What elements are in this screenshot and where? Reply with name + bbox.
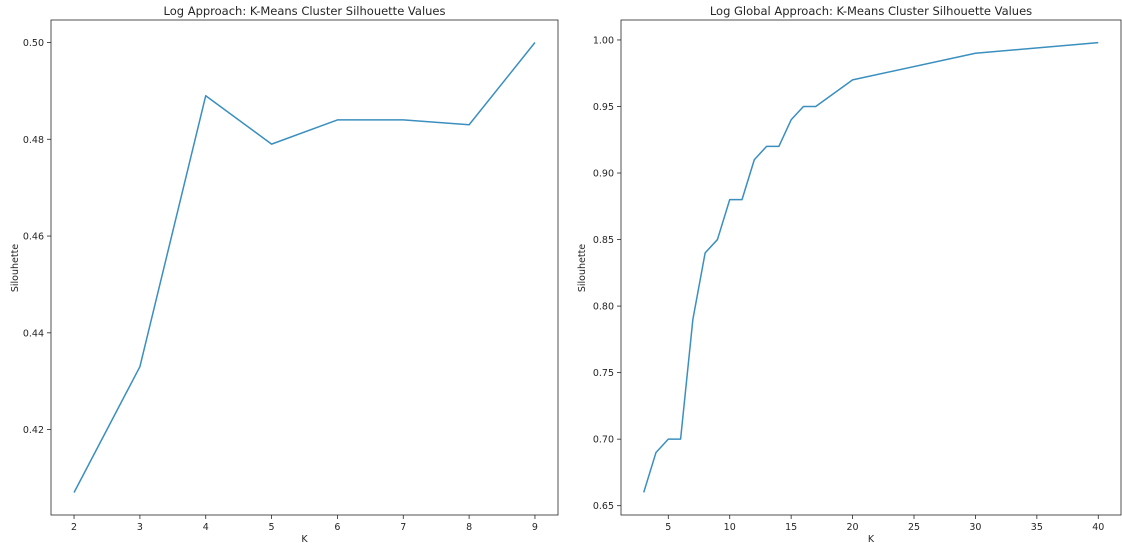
data-point	[778, 146, 780, 148]
y-tick-label: 0.44	[23, 328, 44, 339]
data-point	[468, 124, 470, 126]
y-tick-label: 0.95	[593, 102, 614, 113]
x-tick-label: 4	[203, 522, 209, 533]
data-point	[643, 491, 645, 493]
y-tick-label: 0.48	[23, 135, 44, 146]
data-point	[729, 199, 731, 201]
chart-title: Log Approach: K-Means Cluster Silhouette…	[164, 4, 446, 18]
x-tick-label: 35	[1031, 522, 1043, 533]
plot-frame	[50, 19, 559, 516]
y-axis-label: Silouhette	[10, 244, 21, 292]
x-tick-label: 40	[1092, 522, 1104, 533]
plot-frame	[620, 19, 1122, 516]
data-point	[337, 119, 339, 121]
data-point	[692, 319, 694, 321]
data-point	[766, 146, 768, 148]
y-tick-label: 0.80	[593, 302, 614, 313]
chart-log-approach: Log Approach: K-Means Cluster Silhouette…	[10, 4, 559, 543]
data-point	[139, 366, 141, 368]
y-tick-label: 0.46	[23, 232, 44, 243]
y-tick-label: 0.90	[593, 169, 614, 180]
series-line	[73, 42, 536, 493]
data-point	[73, 492, 75, 494]
x-tick-label: 5	[269, 522, 275, 533]
data-point	[790, 119, 792, 121]
data-point	[667, 438, 669, 440]
data-point	[655, 452, 657, 454]
data-point	[680, 438, 682, 440]
series-line	[643, 41, 1099, 493]
x-tick-label: 15	[785, 522, 797, 533]
x-tick-label: 9	[532, 522, 538, 533]
x-tick-label: 7	[400, 522, 406, 533]
y-tick-label: 1.00	[593, 35, 614, 46]
x-tick-label: 25	[908, 522, 920, 533]
data-point	[402, 119, 404, 121]
y-axis-label: Silouhette	[577, 244, 588, 292]
data-point	[803, 106, 805, 108]
x-tick-label: 30	[969, 522, 981, 533]
y-tick-label: 0.70	[593, 435, 614, 446]
x-tick-label: 3	[137, 522, 143, 533]
x-tick-label: 20	[847, 522, 859, 533]
x-tick-label: 8	[466, 522, 472, 533]
data-point	[815, 106, 817, 108]
data-point	[741, 199, 743, 201]
chart-title: Log Global Approach: K-Means Cluster Sil…	[710, 4, 1032, 18]
y-tick-label: 0.65	[593, 501, 614, 512]
x-tick-label: 10	[724, 522, 736, 533]
y-tick-label: 0.85	[593, 235, 614, 246]
chart-log-global-approach: Log Global Approach: K-Means Cluster Sil…	[577, 4, 1122, 543]
data-point	[271, 143, 273, 145]
data-point	[704, 252, 706, 254]
y-tick-label: 0.75	[593, 368, 614, 379]
x-tick-label: 6	[334, 522, 340, 533]
data-point	[534, 42, 536, 44]
x-axis-label: K	[301, 534, 308, 543]
x-axis-label: K	[868, 534, 875, 543]
data-point	[717, 239, 719, 241]
x-tick-label: 2	[71, 522, 77, 533]
x-tick-label: 5	[665, 522, 671, 533]
data-point	[975, 52, 977, 54]
data-point	[852, 79, 854, 81]
data-point	[1097, 42, 1099, 44]
data-point	[205, 95, 207, 97]
y-tick-label: 0.50	[23, 38, 44, 49]
data-point	[753, 159, 755, 161]
y-tick-label: 0.42	[23, 425, 44, 436]
